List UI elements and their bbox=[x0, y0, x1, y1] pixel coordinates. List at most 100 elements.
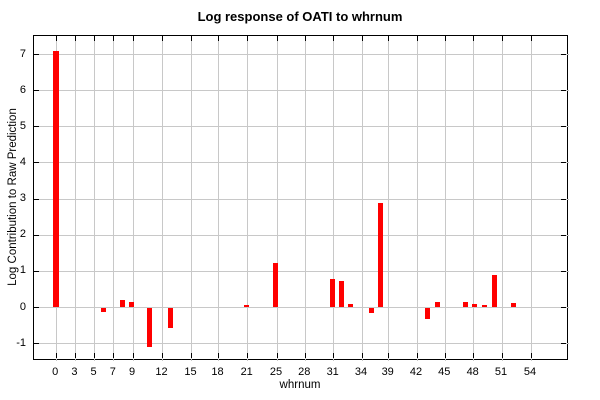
bar-whrnum-25 bbox=[273, 263, 278, 308]
y-tick-right bbox=[561, 234, 566, 236]
x-tick-top bbox=[162, 36, 163, 41]
x-tick-top bbox=[74, 36, 76, 41]
x-tick-label: 7 bbox=[109, 366, 116, 378]
x-tick bbox=[473, 353, 475, 358]
y-tick-label: 6 bbox=[19, 83, 26, 96]
v-gridline bbox=[444, 36, 446, 361]
x-tick-top bbox=[113, 36, 115, 41]
x-tick-label: 15 bbox=[184, 366, 197, 378]
x-tick bbox=[247, 353, 249, 358]
v-gridline bbox=[113, 36, 115, 361]
y-tick-label: 3 bbox=[19, 192, 26, 205]
x-tick bbox=[444, 353, 446, 358]
v-gridline bbox=[304, 36, 306, 361]
x-tick-label: 34 bbox=[354, 366, 368, 378]
bar-whrnum-32 bbox=[339, 281, 344, 308]
x-tick-top bbox=[55, 36, 57, 41]
y-tick-right bbox=[561, 198, 566, 200]
y-tick-label: 5 bbox=[19, 119, 26, 132]
bar-whrnum-13 bbox=[168, 307, 173, 329]
x-tick-top bbox=[473, 36, 475, 41]
x-tick-label: 54 bbox=[523, 366, 537, 378]
x-tick-top bbox=[416, 36, 418, 41]
bar-whrnum-52 bbox=[510, 303, 516, 308]
y-tick bbox=[34, 54, 39, 56]
v-gridline bbox=[530, 36, 532, 361]
x-tick bbox=[94, 353, 96, 358]
x-tick bbox=[276, 353, 278, 358]
x-tick-top bbox=[444, 36, 446, 41]
v-gridline bbox=[416, 36, 418, 361]
y-tick bbox=[34, 198, 39, 200]
x-tick-top bbox=[333, 36, 335, 41]
y-tick bbox=[34, 162, 39, 164]
x-tick-top bbox=[276, 36, 278, 41]
h-gridline bbox=[34, 234, 569, 236]
x-axis-label: whrnum bbox=[279, 379, 321, 391]
h-gridline bbox=[34, 307, 569, 308]
x-tick bbox=[191, 353, 192, 358]
bar-whrnum-37 bbox=[378, 202, 383, 308]
chart-title: Log response of OATI to whrnum bbox=[197, 9, 403, 24]
bar-whrnum-36 bbox=[368, 307, 374, 314]
x-tick bbox=[501, 353, 503, 358]
x-tick-top bbox=[361, 36, 363, 41]
bar-whrnum-9 bbox=[129, 301, 134, 308]
x-tick-label: 45 bbox=[438, 366, 451, 378]
v-gridline bbox=[218, 36, 219, 361]
v-gridline bbox=[162, 36, 163, 361]
v-gridline bbox=[501, 36, 503, 361]
x-tick-label: 3 bbox=[71, 366, 78, 378]
y-tick-right bbox=[561, 162, 566, 164]
x-tick-label: 28 bbox=[298, 366, 311, 378]
bar-whrnum-50 bbox=[491, 274, 497, 308]
x-tick-top bbox=[247, 36, 249, 41]
y-tick-right bbox=[561, 270, 566, 272]
y-tick bbox=[34, 270, 39, 272]
v-gridline bbox=[276, 36, 278, 361]
x-tick bbox=[388, 353, 390, 358]
y-tick bbox=[34, 307, 39, 308]
bar-whrnum-43 bbox=[424, 307, 430, 320]
x-tick-label: 39 bbox=[381, 366, 394, 378]
x-tick-top bbox=[191, 36, 192, 41]
x-tick bbox=[333, 353, 335, 358]
y-tick-label: 0 bbox=[19, 300, 26, 313]
bar-whrnum-21 bbox=[243, 304, 249, 308]
v-gridline bbox=[94, 36, 96, 361]
x-tick-top bbox=[218, 36, 219, 41]
bar-whrnum-0 bbox=[53, 50, 60, 308]
x-tick-label: 25 bbox=[269, 366, 283, 378]
x-tick bbox=[304, 353, 306, 358]
x-tick bbox=[416, 353, 418, 358]
x-tick-top bbox=[94, 36, 96, 41]
x-tick-label: 9 bbox=[128, 366, 136, 378]
x-tick-label: 31 bbox=[326, 366, 339, 378]
y-tick-label: -1 bbox=[16, 336, 26, 349]
x-tick-top bbox=[501, 36, 503, 41]
h-gridline bbox=[34, 343, 569, 345]
x-tick-label: 48 bbox=[466, 366, 479, 378]
v-gridline bbox=[473, 36, 475, 361]
y-tick-right bbox=[561, 307, 566, 308]
h-gridline bbox=[34, 270, 569, 272]
x-tick-label: 42 bbox=[409, 366, 423, 378]
h-gridline bbox=[34, 198, 569, 200]
x-tick-label: 18 bbox=[211, 366, 224, 378]
x-tick-top bbox=[388, 36, 390, 41]
x-tick-label: 21 bbox=[240, 366, 253, 378]
y-tick-right bbox=[561, 90, 566, 92]
bar-whrnum-47 bbox=[463, 301, 469, 308]
y-tick-right bbox=[561, 343, 566, 345]
bar-whrnum-11 bbox=[147, 307, 152, 348]
bar-whrnum-44 bbox=[434, 302, 440, 308]
y-tick-label: 7 bbox=[19, 47, 26, 60]
x-tick bbox=[55, 353, 57, 358]
x-tick bbox=[530, 353, 532, 358]
bar-whrnum-6 bbox=[101, 307, 106, 312]
y-tick bbox=[34, 126, 39, 128]
x-tick bbox=[361, 353, 363, 358]
x-tick-label: 12 bbox=[155, 366, 168, 378]
y-tick-right bbox=[561, 54, 566, 56]
